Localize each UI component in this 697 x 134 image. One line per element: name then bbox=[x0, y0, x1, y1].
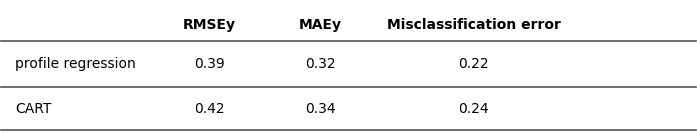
Text: 0.24: 0.24 bbox=[458, 102, 489, 116]
Text: CART: CART bbox=[15, 102, 52, 116]
Text: MAEy: MAEy bbox=[299, 18, 342, 32]
Text: 0.39: 0.39 bbox=[194, 57, 225, 71]
Text: RMSEy: RMSEy bbox=[183, 18, 236, 32]
Text: Misclassification error: Misclassification error bbox=[387, 18, 560, 32]
Text: 0.34: 0.34 bbox=[305, 102, 336, 116]
Text: 0.22: 0.22 bbox=[458, 57, 489, 71]
Text: 0.42: 0.42 bbox=[194, 102, 225, 116]
Text: profile regression: profile regression bbox=[15, 57, 136, 71]
Text: 0.32: 0.32 bbox=[305, 57, 336, 71]
